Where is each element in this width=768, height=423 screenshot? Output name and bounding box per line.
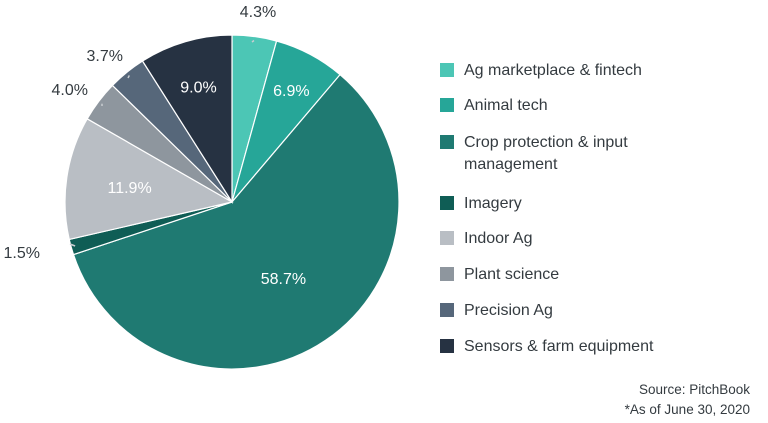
legend-label: Sensors & farm equipment xyxy=(464,338,654,355)
leader-line-imagery xyxy=(69,243,76,247)
data-label-ag-marketplace-and-fintech: 4.3% xyxy=(240,4,276,21)
data-label-imagery: 1.5% xyxy=(4,245,40,262)
pie-slice-sensors-and-farm-equipment xyxy=(141,34,233,205)
legend-swatch xyxy=(440,135,454,149)
legend-item-crop-protection-and-input-management: Crop protection & input management xyxy=(440,132,694,176)
legend-label: Ag marketplace & fintech xyxy=(464,62,642,79)
legend-swatch xyxy=(440,196,454,210)
pie-slice-crop-protection-and-input-management xyxy=(72,73,400,370)
legend-label: Indoor Ag xyxy=(464,230,533,247)
legend-label: Crop protection & input management xyxy=(464,134,628,173)
legend-swatch xyxy=(440,98,454,112)
legend-item-indoor-ag: Indoor Ag xyxy=(440,228,694,250)
source-note: Source: PitchBook *As of June 30, 2020 xyxy=(625,380,750,420)
legend-label: Imagery xyxy=(464,195,522,212)
legend-item-imagery: Imagery xyxy=(440,193,694,215)
pie-slice-indoor-ag xyxy=(64,117,234,241)
leader-line-ag-marketplace-and-fintech xyxy=(251,39,255,43)
leader-line-precision-ag xyxy=(127,75,130,79)
data-label-crop-protection-and-input-management: 58.7% xyxy=(261,271,306,288)
data-label-animal-tech: 6.9% xyxy=(273,83,309,100)
source-text: Source: PitchBook xyxy=(638,382,750,397)
legend-label: Animal tech xyxy=(464,97,548,114)
legend-swatch xyxy=(440,267,454,281)
as-of-date: *As of June 30, 2020 xyxy=(624,402,750,417)
legend-item-plant-science: Plant science xyxy=(440,264,694,286)
legend-swatch xyxy=(440,231,454,245)
legend-item-precision-ag: Precision Ag xyxy=(440,300,694,322)
legend-item-sensors-and-farm-equipment: Sensors & farm equipment xyxy=(440,336,694,358)
data-label-sensors-and-farm-equipment: 9.0% xyxy=(180,80,216,97)
legend-swatch xyxy=(440,63,454,77)
legend-item-animal-tech: Animal tech xyxy=(440,95,694,117)
legend-label: Precision Ag xyxy=(464,302,553,319)
data-label-plant-science: 4.0% xyxy=(52,82,88,99)
data-label-indoor-ag: 11.9% xyxy=(108,180,152,197)
legend-swatch xyxy=(440,303,454,317)
legend-item-ag-marketplace-and-fintech: Ag marketplace & fintech xyxy=(440,60,694,82)
legend-label: Plant science xyxy=(464,266,560,283)
legend-swatch xyxy=(440,339,454,353)
data-label-precision-ag: 3.7% xyxy=(87,48,123,65)
